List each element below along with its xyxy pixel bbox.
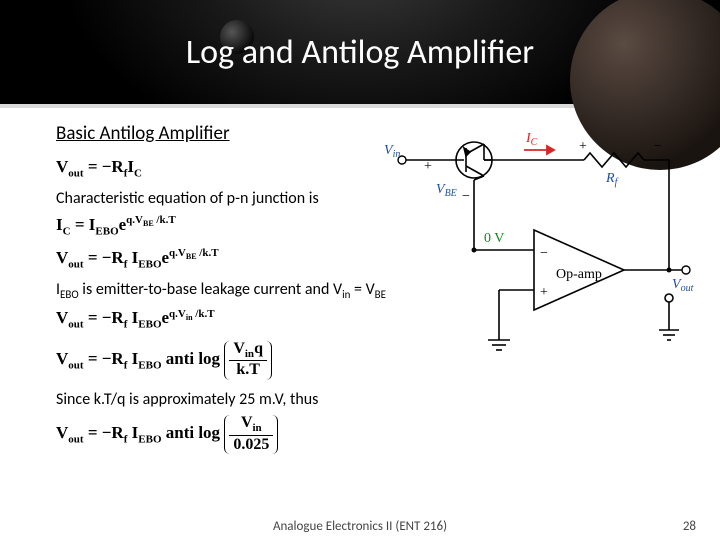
svg-text:+: + bbox=[424, 159, 432, 174]
svg-text:+: + bbox=[540, 285, 548, 300]
svg-text:−: − bbox=[540, 246, 548, 261]
page-number: 28 bbox=[683, 519, 696, 534]
svg-text:−: − bbox=[462, 189, 470, 204]
svg-text:+: + bbox=[579, 139, 587, 154]
label-opamp: Op-amp bbox=[556, 267, 602, 282]
label-vbe: VBE bbox=[436, 182, 457, 199]
label-ic: IC bbox=[525, 131, 538, 148]
slide-header: Log and Antilog Amplifier bbox=[0, 0, 720, 108]
equation-6: Vout = −Rf IEBO anti log Vin 0.025 bbox=[56, 415, 692, 454]
label-zero-v: 0 V bbox=[484, 231, 504, 246]
circuit-diagram: − + Op-amp + − Vin VBE + − IC Rf 0 V Vou… bbox=[384, 130, 694, 390]
svg-text:−: − bbox=[654, 139, 662, 154]
text-since: Since k.T/q is approximately 25 m.V, thu… bbox=[56, 390, 692, 409]
footer-text: Analogue Electronics II (ENT 216) bbox=[0, 519, 720, 534]
label-vin: Vin bbox=[384, 143, 400, 160]
slide-title: Log and Antilog Amplifier bbox=[186, 32, 534, 73]
label-vout: Vout bbox=[672, 277, 694, 294]
label-rf: Rf bbox=[605, 171, 619, 188]
